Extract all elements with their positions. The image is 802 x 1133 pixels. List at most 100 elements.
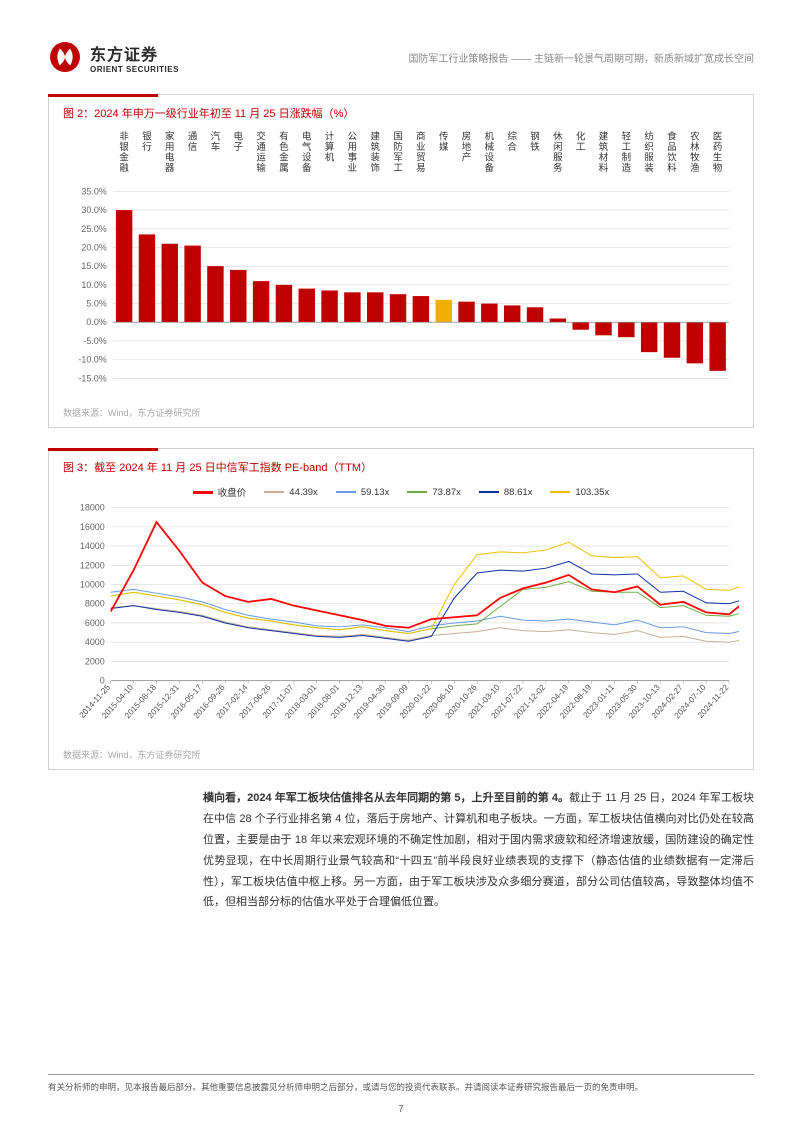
svg-text:15.0%: 15.0% xyxy=(81,261,106,271)
svg-text:子: 子 xyxy=(234,142,243,153)
svg-text:用: 用 xyxy=(165,142,174,153)
svg-text:气: 气 xyxy=(302,141,312,153)
svg-text:材: 材 xyxy=(599,152,609,164)
page-number: 7 xyxy=(0,1104,802,1115)
svg-text:10000: 10000 xyxy=(80,580,105,590)
svg-text:传: 传 xyxy=(439,131,448,143)
svg-text:织: 织 xyxy=(644,141,653,153)
svg-text:金: 金 xyxy=(279,152,289,164)
svg-text:信: 信 xyxy=(188,141,197,153)
svg-text:通: 通 xyxy=(188,132,198,143)
svg-text:建: 建 xyxy=(599,131,609,143)
svg-text:械: 械 xyxy=(485,141,495,153)
svg-text:筑: 筑 xyxy=(599,141,609,153)
svg-text:运: 运 xyxy=(256,153,266,164)
svg-text:有: 有 xyxy=(279,131,288,143)
svg-text:行: 行 xyxy=(142,141,152,153)
svg-text:金: 金 xyxy=(119,152,129,164)
svg-text:2000: 2000 xyxy=(85,656,105,666)
svg-text:房: 房 xyxy=(462,131,471,143)
svg-text:30.0%: 30.0% xyxy=(81,205,106,215)
paragraph-bold: 横向看，2024 年军工板块估值排名从去年同期的第 5，上升至目前的第 4。 xyxy=(203,792,569,804)
logo-text-en: ORIENT SECURITIES xyxy=(90,65,179,74)
chart1-bar-chart: -15.0%-10.0%-5.0%0.0%5.0%10.0%15.0%20.0%… xyxy=(63,131,739,391)
svg-text:工: 工 xyxy=(622,142,631,153)
svg-text:物: 物 xyxy=(713,162,722,174)
svg-text:5.0%: 5.0% xyxy=(86,299,106,309)
svg-text:银: 银 xyxy=(119,141,129,153)
svg-text:事: 事 xyxy=(348,152,358,164)
svg-text:-10.0%: -10.0% xyxy=(78,355,106,365)
svg-text:轻: 轻 xyxy=(622,131,632,143)
svg-text:工: 工 xyxy=(576,142,585,153)
svg-text:造: 造 xyxy=(622,162,632,174)
svg-text:12000: 12000 xyxy=(80,560,105,570)
svg-text:属: 属 xyxy=(279,163,288,174)
chart2-legend: 收盘价44.39x59.13x73.87x88.61x103.35x xyxy=(63,485,739,499)
svg-text:化: 化 xyxy=(576,131,586,143)
svg-text:产: 产 xyxy=(462,152,471,164)
svg-text:交: 交 xyxy=(256,131,266,143)
svg-text:电: 电 xyxy=(234,131,244,143)
svg-text:贸: 贸 xyxy=(416,152,425,164)
svg-text:-15.0%: -15.0% xyxy=(78,373,106,383)
svg-text:品: 品 xyxy=(667,142,676,153)
svg-text:媒: 媒 xyxy=(439,141,449,153)
svg-text:筑: 筑 xyxy=(371,141,381,153)
chart2-container: 图 3：截至 2024 年 11 月 25 日中信军工指数 PE-band（TT… xyxy=(48,448,754,770)
svg-text:防: 防 xyxy=(393,141,402,153)
svg-text:20.0%: 20.0% xyxy=(81,242,106,252)
paragraph-text: 截止于 11 月 25 日，2024 年军工板块在中信 28 个子行业排名第 4… xyxy=(203,792,754,908)
svg-text:饰: 饰 xyxy=(371,162,380,174)
legend-item: 44.39x xyxy=(264,485,318,499)
svg-text:公: 公 xyxy=(348,132,358,143)
svg-text:服: 服 xyxy=(553,153,563,164)
svg-text:器: 器 xyxy=(165,163,175,174)
svg-text:融: 融 xyxy=(119,163,129,174)
svg-text:地: 地 xyxy=(462,141,472,153)
svg-text:合: 合 xyxy=(507,141,517,153)
svg-text:铁: 铁 xyxy=(530,141,540,153)
footer-disclaimer: 有关分析师的申明，见本报告最后部分。其他重要信息披露见分析师申明之后部分，或请与… xyxy=(48,1074,754,1093)
svg-text:0.0%: 0.0% xyxy=(86,317,106,327)
svg-text:18000: 18000 xyxy=(80,503,105,513)
svg-text:35.0%: 35.0% xyxy=(81,186,106,196)
svg-text:食: 食 xyxy=(667,131,677,143)
svg-text:16000: 16000 xyxy=(80,522,105,532)
chart2-source: 数据来源：Wind，东方证券研究所 xyxy=(49,742,753,769)
svg-text:机: 机 xyxy=(325,152,335,164)
legend-item: 88.61x xyxy=(479,485,533,499)
svg-text:14000: 14000 xyxy=(80,541,105,551)
svg-text:非: 非 xyxy=(119,131,129,143)
svg-text:用: 用 xyxy=(348,142,357,153)
svg-text:药: 药 xyxy=(713,142,722,153)
svg-text:算: 算 xyxy=(325,141,334,153)
svg-text:医: 医 xyxy=(713,132,722,143)
svg-text:务: 务 xyxy=(553,162,563,174)
svg-text:建: 建 xyxy=(371,131,381,143)
svg-text:综: 综 xyxy=(507,131,517,143)
svg-text:电: 电 xyxy=(302,131,312,143)
svg-text:易: 易 xyxy=(416,163,425,174)
svg-text:6000: 6000 xyxy=(85,618,105,628)
svg-text:钢: 钢 xyxy=(530,131,539,143)
svg-text:电: 电 xyxy=(165,152,175,164)
svg-text:汽: 汽 xyxy=(211,131,221,143)
chart1-title: 图 2：2024 年申万一级行业年初至 11 月 25 日涨跌幅（%） xyxy=(49,94,753,127)
svg-text:业: 业 xyxy=(416,142,425,153)
svg-text:计: 计 xyxy=(325,131,335,143)
svg-text:商: 商 xyxy=(416,131,425,143)
svg-text:输: 输 xyxy=(256,162,266,174)
svg-text:料: 料 xyxy=(667,162,677,174)
svg-text:料: 料 xyxy=(599,162,609,174)
logo: 东方证券 ORIENT SECURITIES xyxy=(48,40,179,74)
svg-text:生: 生 xyxy=(713,152,722,164)
svg-text:制: 制 xyxy=(622,152,631,164)
svg-text:闲: 闲 xyxy=(553,142,562,153)
svg-text:服: 服 xyxy=(644,153,654,164)
svg-text:休: 休 xyxy=(553,131,563,143)
svg-text:10.0%: 10.0% xyxy=(81,280,106,290)
svg-text:银: 银 xyxy=(142,131,152,143)
svg-text:纺: 纺 xyxy=(644,131,653,143)
svg-text:林: 林 xyxy=(690,141,700,153)
